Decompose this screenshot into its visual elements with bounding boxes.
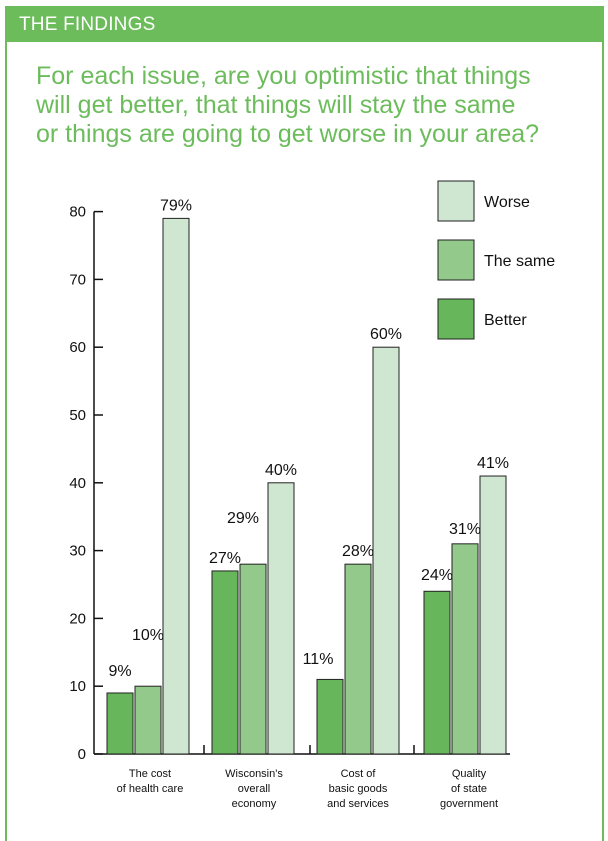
- data-label-worse-cat-4: 41%: [477, 455, 509, 472]
- bar-better-cat-3: [316, 678, 344, 755]
- y-tick-label-30: 30: [69, 543, 86, 560]
- panel-frame: [5, 6, 604, 841]
- legend-swatch-the-same: [437, 239, 475, 281]
- bar-worse-cat-2: [267, 482, 295, 755]
- y-tick-label-50: 50: [69, 407, 86, 424]
- legend-label-the-same: The same: [484, 253, 555, 270]
- bar-better-cat-2: [211, 570, 239, 755]
- bar-the-same-cat-1: [134, 685, 162, 755]
- data-label-the-same-cat-4: 31%: [449, 521, 481, 538]
- question-line-1: For each issue, are you optimistic that …: [36, 62, 531, 90]
- question-line-3: or things are going to get worse in your…: [36, 120, 540, 148]
- y-tick-label-40: 40: [69, 475, 86, 492]
- bar-better-cat-1: [106, 692, 134, 755]
- data-label-worse-cat-2: 40%: [265, 462, 297, 479]
- category-label-4-line-2: of state: [451, 783, 487, 795]
- y-tick-label-0: 0: [78, 746, 86, 763]
- category-label-1-line-1: The cost: [129, 768, 171, 780]
- legend-label-worse: Worse: [484, 194, 530, 211]
- category-label-4-line-3: government: [440, 798, 498, 810]
- legend-label-better: Better: [484, 312, 527, 329]
- survey-question: For each issue, are you optimistic that …: [36, 62, 586, 149]
- data-label-extra-1: 29%: [227, 510, 259, 527]
- data-label-better-cat-4: 24%: [421, 567, 453, 584]
- bar-worse-cat-1: [162, 217, 190, 755]
- y-tick-label-20: 20: [69, 610, 86, 627]
- category-label-3-line-1: Cost of: [341, 768, 377, 780]
- data-label-worse-cat-3: 60%: [370, 326, 402, 343]
- question-line-2: will get better, that things will stay t…: [36, 91, 516, 119]
- bar-the-same-cat-4: [451, 543, 479, 755]
- y-tick-label-10: 10: [69, 678, 86, 695]
- section-title: THE FINDINGS: [19, 14, 156, 35]
- section-header: THE FINDINGS: [5, 6, 604, 42]
- data-label-better-cat-3: 11%: [303, 651, 334, 668]
- bar-the-same-cat-2: [239, 563, 267, 755]
- y-tick-label-70: 70: [69, 271, 86, 288]
- data-label-worse-cat-1: 79%: [160, 197, 192, 214]
- category-label-2-line-2: overall: [238, 783, 270, 795]
- bar-better-cat-4: [423, 590, 451, 755]
- category-label-2-line-3: economy: [232, 798, 277, 810]
- data-label-the-same-cat-1: 10%: [132, 627, 164, 644]
- category-label-1-line-2: of health care: [117, 783, 184, 795]
- data-label-better-cat-2: 27%: [209, 550, 241, 567]
- category-label-4-line-1: Quality: [452, 768, 487, 780]
- bar-worse-cat-3: [372, 346, 400, 755]
- legend-swatch-worse: [437, 180, 475, 222]
- y-tick-label-60: 60: [69, 339, 86, 356]
- bar-the-same-cat-3: [344, 563, 372, 755]
- y-tick-label-80: 80: [69, 204, 86, 221]
- legend-swatch-better: [437, 298, 475, 340]
- category-label-3-line-2: basic goods: [329, 783, 388, 795]
- category-label-2-line-1: Wisconsin's: [225, 768, 283, 780]
- category-label-3-line-3: and services: [327, 798, 389, 810]
- data-label-better-cat-1: 9%: [108, 663, 131, 680]
- bar-worse-cat-4: [479, 475, 507, 755]
- data-label-the-same-cat-3: 28%: [342, 543, 374, 560]
